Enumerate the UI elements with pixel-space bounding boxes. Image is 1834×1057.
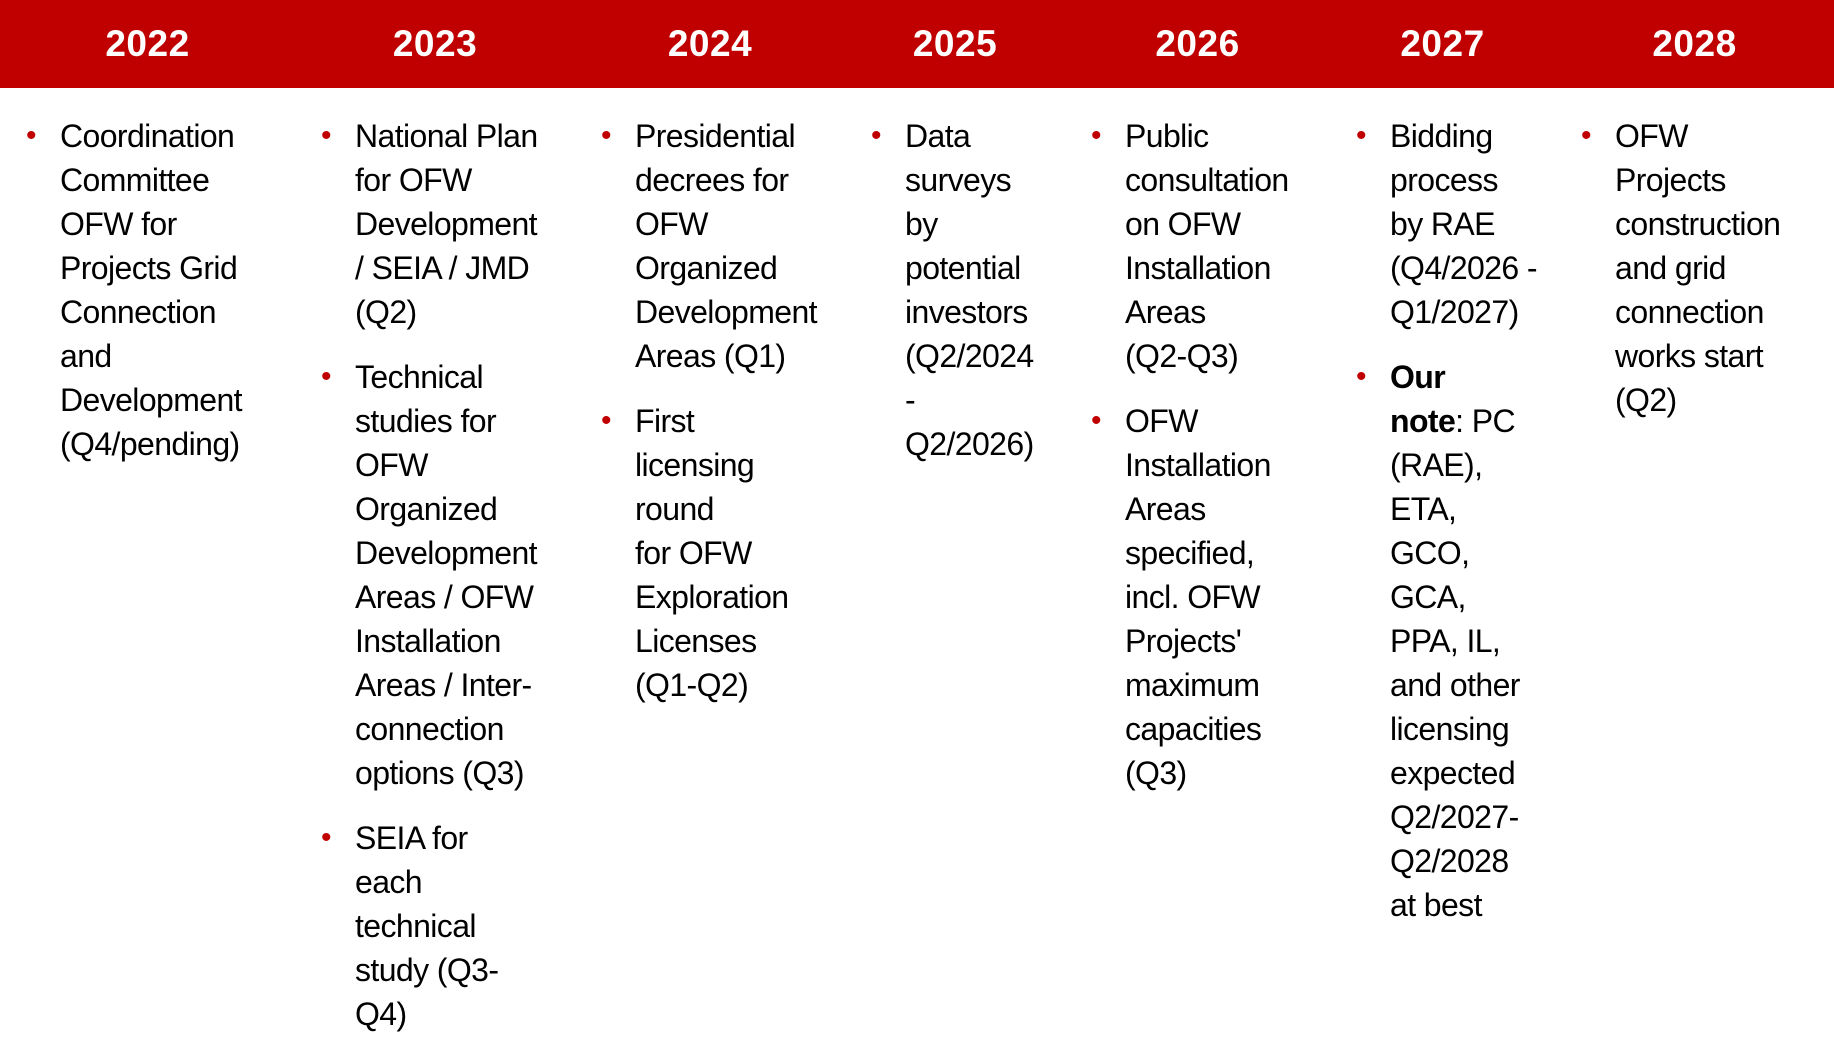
milestone-text: First licensing round for OFW Exploratio… <box>635 403 789 703</box>
year-header-2028: 2028 <box>1652 23 1737 64</box>
milestone-text-bold-prefix: Our note <box>1390 359 1456 439</box>
milestone-item: • Bidding process by RAE (Q4/2026 - Q1/20… <box>1356 114 1549 334</box>
bullet-icon: • <box>321 821 332 854</box>
milestone-item: • Presidential decrees for OFW Organized … <box>601 114 839 378</box>
milestone-text: SEIA for each technical study (Q3- Q4) <box>355 820 499 1032</box>
milestone-item: • Public consultation on OFW Installation… <box>1091 114 1324 378</box>
milestone-text: OFW Projects construction and grid conne… <box>1615 118 1781 418</box>
milestone-item: • SEIA for each technical study (Q3- Q4) <box>321 816 569 1036</box>
milestone-text: Bidding process by RAE (Q4/2026 - Q1/202… <box>1390 118 1538 330</box>
milestone-item: • OFW Projects construction and grid conn… <box>1581 114 1828 422</box>
timeline-column-2022: • Coordination Committee OFW for Projects… <box>0 114 295 1057</box>
bullet-icon: • <box>1091 404 1102 437</box>
milestone-text: Public consultation on OFW Installation … <box>1125 118 1289 374</box>
bullet-icon: • <box>601 404 612 437</box>
bullet-icon: • <box>601 119 612 152</box>
milestone-item: • Our note: PC (RAE), ETA, GCO, GCA, PPA,… <box>1356 355 1549 927</box>
milestone-text: Our note: PC (RAE), ETA, GCO, GCA, PPA, … <box>1390 359 1520 923</box>
timeline-column-2024: • Presidential decrees for OFW Organized … <box>575 114 845 1057</box>
milestone-item: • Technical studies for OFW Organized Dev… <box>321 355 569 795</box>
milestone-text: National Plan for OFW Development / SEIA… <box>355 118 538 330</box>
timeline-body: • Coordination Committee OFW for Projects… <box>0 88 1834 1057</box>
milestone-item: • Data surveys by potential investors (Q2… <box>871 114 1059 466</box>
timeline-column-2027: • Bidding process by RAE (Q4/2026 - Q1/20… <box>1330 114 1555 1057</box>
bullet-icon: • <box>321 119 332 152</box>
timeline-column-2023: • National Plan for OFW Development / SEI… <box>295 114 575 1057</box>
milestone-text: Data surveys by potential investors (Q2/… <box>905 118 1034 462</box>
bullet-icon: • <box>1581 119 1592 152</box>
milestone-text: Coordination Committee OFW for Projects … <box>60 118 243 462</box>
timeline-column-2025: • Data surveys by potential investors (Q2… <box>845 114 1065 1057</box>
timeline-column-2026: • Public consultation on OFW Installation… <box>1065 114 1330 1057</box>
timeline-column-2028: • OFW Projects construction and grid conn… <box>1555 114 1834 1057</box>
year-header-2022: 2022 <box>105 23 190 64</box>
ofw-timeline-table: 2022 2023 2024 2025 2026 2027 2028 • Coordinati… <box>0 0 1834 1032</box>
bullet-icon: • <box>871 119 882 152</box>
milestone-item: • Coordination Committee OFW for Projects… <box>26 114 289 466</box>
milestone-text: OFW Installation Areas specified, incl. … <box>1125 403 1271 791</box>
milestone-text: Presidential decrees for OFW Organized D… <box>635 118 818 374</box>
year-header-2025: 2025 <box>912 23 998 64</box>
milestone-item: • First licensing round for OFW Explorati… <box>601 399 839 707</box>
bullet-icon: • <box>1356 360 1367 393</box>
milestone-item: • OFW Installation Areas specified, incl.… <box>1091 399 1324 795</box>
milestone-text: Technical studies for OFW Organized Deve… <box>355 359 538 791</box>
bullet-icon: • <box>1091 119 1102 152</box>
year-header-2024: 2024 <box>667 23 753 64</box>
bullet-icon: • <box>26 119 37 152</box>
year-header-row: 2022 2023 2024 2025 2026 2027 2028 <box>0 0 1834 88</box>
milestone-item: • National Plan for OFW Development / SEI… <box>321 114 569 334</box>
bullet-icon: • <box>1356 119 1367 152</box>
year-header-2026: 2026 <box>1155 23 1240 64</box>
bullet-icon: • <box>321 360 332 393</box>
year-header-2023: 2023 <box>392 23 478 64</box>
year-header-2027: 2027 <box>1400 23 1485 64</box>
